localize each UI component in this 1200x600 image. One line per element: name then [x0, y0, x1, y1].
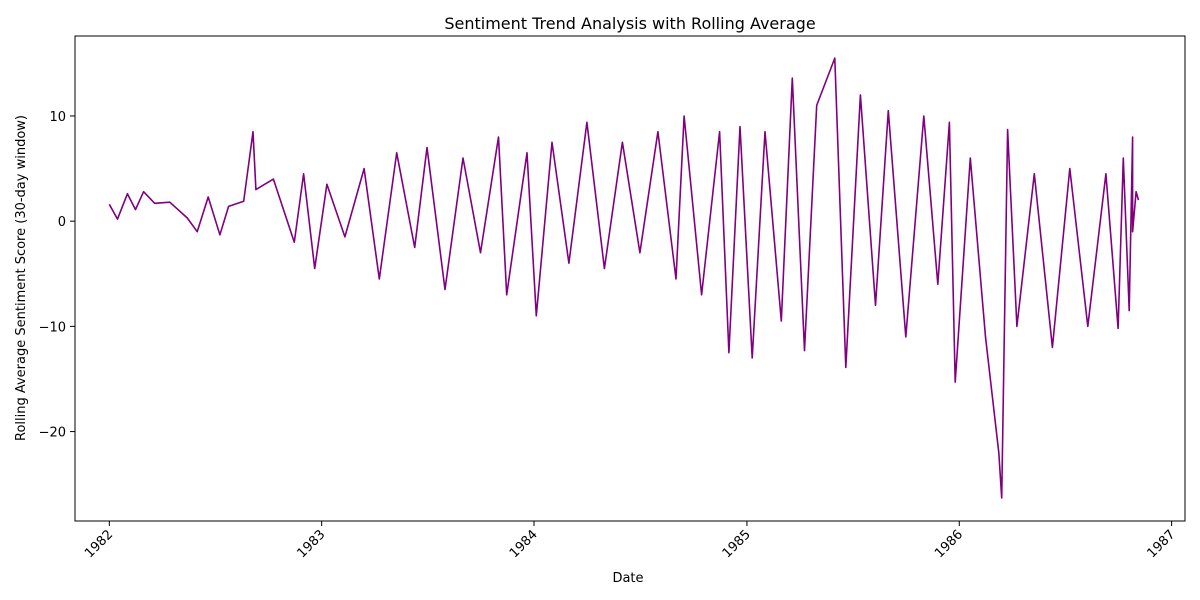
y-axis: −20 −10 0 10 [39, 110, 75, 441]
y-tick-label: −20 [39, 426, 66, 441]
series-line-0 [108, 57, 1140, 499]
chart-title: Sentiment Trend Analysis with Rolling Av… [444, 14, 815, 33]
plot-area-frame [74, 35, 1186, 522]
y-axis-label: Rolling Average Sentiment Score (30-day … [14, 115, 29, 441]
series-layer [108, 57, 1140, 499]
x-axis-label: Date [612, 571, 643, 586]
y-tick-label: −10 [39, 320, 66, 335]
y-tick-label: 10 [49, 110, 66, 125]
y-tick-label: 0 [58, 215, 66, 230]
